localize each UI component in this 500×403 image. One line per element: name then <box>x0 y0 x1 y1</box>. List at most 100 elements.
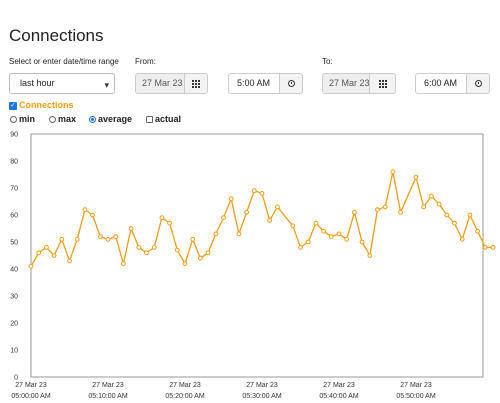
to-clock-button[interactable] <box>466 73 490 94</box>
chevron-down-icon: ▾ <box>104 80 109 90</box>
data-point <box>436 201 442 207</box>
data-point <box>413 174 419 180</box>
y-tick-label: 90 <box>10 132 18 139</box>
data-point <box>67 258 72 264</box>
x-tick-time: 05:50:00 AM <box>396 393 435 400</box>
data-point <box>36 250 42 256</box>
data-point <box>452 220 457 226</box>
y-tick-label: 10 <box>10 348 18 355</box>
average-label: average <box>98 114 133 124</box>
max-radio[interactable] <box>49 116 56 123</box>
actual-label: actual <box>155 114 182 124</box>
clock-icon <box>474 80 482 87</box>
data-point <box>375 207 380 212</box>
average-radio[interactable] <box>89 116 96 123</box>
range-select-value: last hour <box>20 78 55 88</box>
data-point <box>398 209 404 215</box>
data-point <box>221 215 226 221</box>
x-tick-time: 05:30:00 AM <box>242 393 281 400</box>
data-point <box>105 236 111 242</box>
data-point <box>182 261 188 267</box>
to-calendar-button[interactable] <box>369 73 396 94</box>
data-point <box>475 228 481 234</box>
to-label: To: <box>322 57 333 66</box>
data-point <box>90 212 95 218</box>
data-point <box>490 245 496 250</box>
data-point <box>390 169 396 175</box>
y-tick-label: 30 <box>10 294 18 301</box>
data-point <box>429 193 434 199</box>
range-label: Select or enter date/time range <box>9 57 119 66</box>
x-tick-time: 05:10:00 AM <box>88 393 127 400</box>
actual-checkbox[interactable] <box>146 116 153 123</box>
x-tick-date: 27 Mar 23 <box>15 382 47 389</box>
data-point <box>159 215 165 221</box>
y-tick-label: 20 <box>10 321 18 328</box>
data-point <box>121 261 126 267</box>
x-tick-date: 27 Mar 23 <box>323 382 355 389</box>
data-point <box>113 234 119 239</box>
data-point <box>198 255 203 261</box>
x-tick-time: 05:40:00 AM <box>319 393 358 400</box>
y-tick-label: 50 <box>10 240 18 247</box>
data-point <box>228 196 234 202</box>
data-point <box>305 239 311 245</box>
connections-checkbox[interactable]: ✓ <box>9 102 17 110</box>
data-point <box>244 209 250 215</box>
data-point <box>421 204 427 210</box>
y-tick-label: 80 <box>10 159 18 166</box>
data-point <box>336 231 342 237</box>
data-point <box>51 253 57 258</box>
y-tick-label: 40 <box>10 267 18 274</box>
x-tick-time: 05:20:00 AM <box>165 393 204 400</box>
from-clock-button[interactable] <box>279 73 303 94</box>
data-point <box>444 212 450 218</box>
data-point <box>359 239 365 245</box>
to-time-input[interactable]: 6:00 AM <box>415 73 467 94</box>
to-date-input[interactable]: 27 Mar 23 <box>322 73 370 94</box>
min-radio[interactable] <box>10 116 17 123</box>
connections-chart: 0 10 20 30 40 50 60 70 80 90 27 Mar 23 05:00:00 AM… <box>10 132 496 400</box>
data-point <box>151 245 157 250</box>
range-select[interactable]: last hour ▾ <box>9 73 115 94</box>
data-point <box>482 245 488 250</box>
data-point <box>313 220 319 226</box>
x-tick-date: 27 Mar 23 <box>92 382 124 389</box>
data-point <box>44 245 49 250</box>
from-label: From: <box>135 57 156 66</box>
x-tick-time: 05:00:00 AM <box>11 393 50 400</box>
data-point <box>236 231 242 237</box>
data-point <box>328 234 334 239</box>
min-label: min <box>19 114 36 124</box>
data-point <box>344 236 350 242</box>
page-title: Connections <box>9 26 104 45</box>
data-point <box>205 250 211 256</box>
from-time-input[interactable]: 5:00 AM <box>228 73 280 94</box>
data-point <box>259 191 265 196</box>
data-point <box>467 212 473 218</box>
y-tick-label: 70 <box>10 186 18 193</box>
connections-checkbox-label: Connections <box>19 100 74 110</box>
y-tick-label: 0 <box>14 375 18 382</box>
data-point <box>128 226 134 231</box>
data-point <box>213 231 219 237</box>
data-point <box>59 236 65 242</box>
data-point <box>267 218 273 223</box>
data-point <box>352 209 357 215</box>
from-date-input[interactable]: 27 Mar 23 <box>135 73 185 94</box>
data-point <box>459 236 465 242</box>
data-point <box>298 245 303 250</box>
data-point <box>97 234 103 239</box>
from-calendar-button[interactable] <box>184 73 208 94</box>
data-point <box>290 223 296 229</box>
data-point <box>74 236 80 242</box>
data-point <box>382 204 388 210</box>
data-point <box>367 253 373 258</box>
clock-icon <box>287 80 295 87</box>
calendar-icon <box>378 79 387 88</box>
x-tick-date: 27 Mar 23 <box>169 382 201 389</box>
plot-frame <box>30 133 484 378</box>
data-point <box>28 263 34 269</box>
y-tick-label: 60 <box>10 213 18 220</box>
max-label: max <box>58 114 77 124</box>
